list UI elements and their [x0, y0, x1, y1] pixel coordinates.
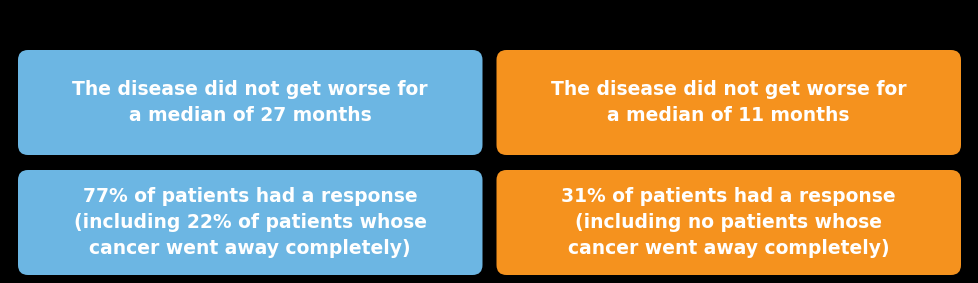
- Text: The disease did not get worse for
a median of 11 months: The disease did not get worse for a medi…: [551, 80, 906, 125]
- Text: 31% of patients had a response
(including no patients whose
cancer went away com: 31% of patients had a response (includin…: [560, 187, 895, 258]
- FancyBboxPatch shape: [18, 170, 482, 275]
- Text: 77% of patients had a response
(including 22% of patients whose
cancer went away: 77% of patients had a response (includin…: [73, 187, 426, 258]
- FancyBboxPatch shape: [496, 50, 960, 155]
- Text: The disease did not get worse for
a median of 27 months: The disease did not get worse for a medi…: [72, 80, 427, 125]
- FancyBboxPatch shape: [496, 170, 960, 275]
- FancyBboxPatch shape: [18, 50, 482, 155]
